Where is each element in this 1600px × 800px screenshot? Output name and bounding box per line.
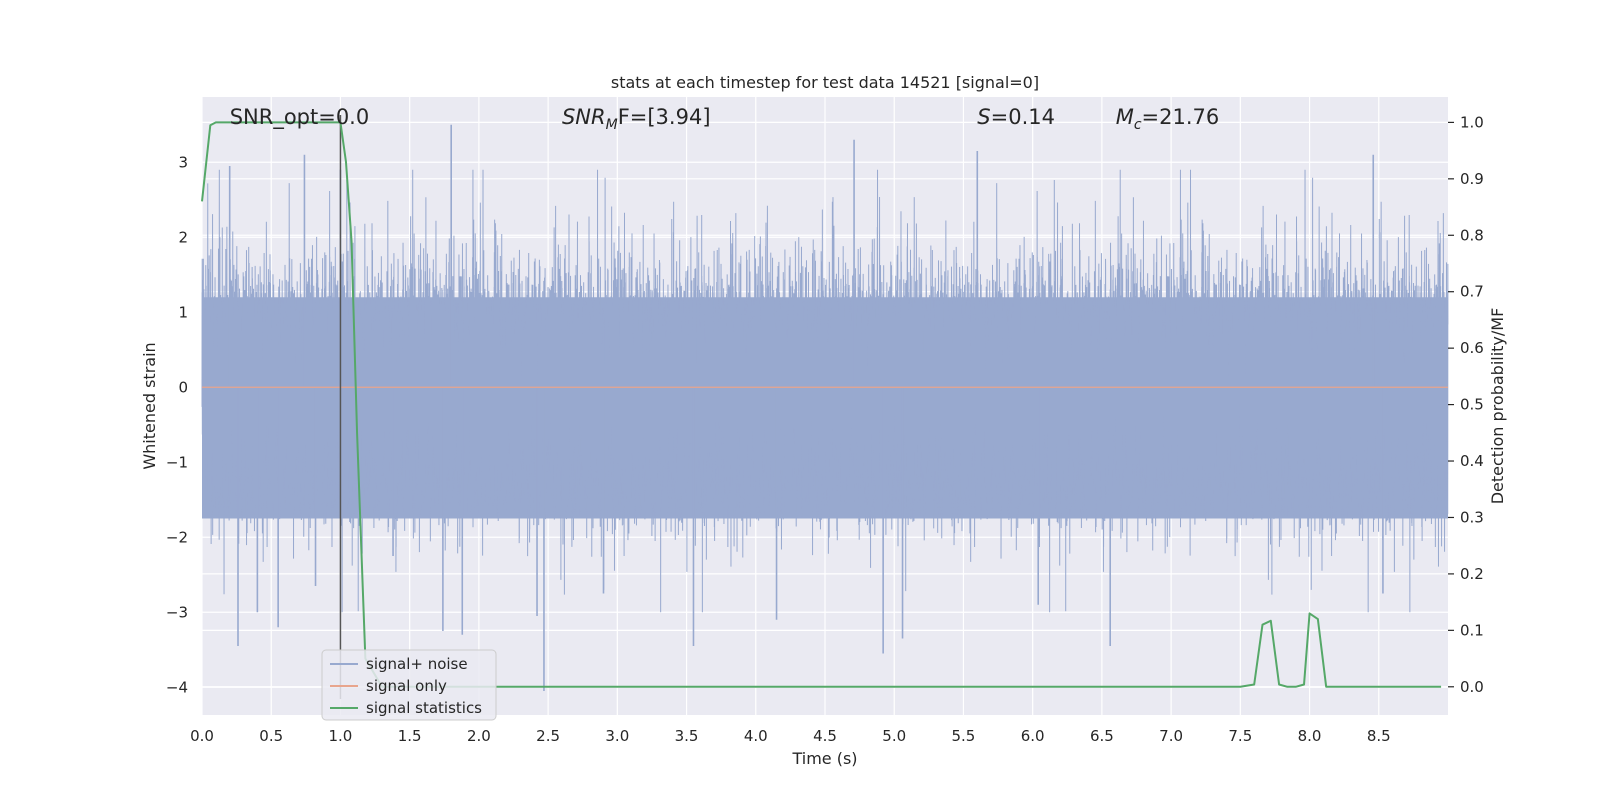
x-tick-label-2: 1.0 bbox=[329, 727, 353, 745]
y-right-tick-label-0: 1.0 bbox=[1460, 113, 1484, 131]
x-tick-label-0: 0.0 bbox=[190, 727, 214, 745]
x-tick-label-10: 5.0 bbox=[882, 727, 906, 745]
legend-label-1: signal only bbox=[366, 677, 447, 695]
x-axis-label: Time (s) bbox=[791, 749, 857, 768]
y-right-tick-label-8: 0.2 bbox=[1460, 565, 1484, 583]
y-right-tick-label-5: 0.5 bbox=[1460, 396, 1484, 414]
legend-label-2: signal statistics bbox=[366, 699, 482, 717]
legend-label-0: signal+ noise bbox=[366, 655, 468, 673]
annotations: SNR_opt=0.0 SNRMF=[3.94] S=0.14 Mc=21.76 bbox=[230, 105, 1220, 133]
y-left-tick-label-3: 0 bbox=[178, 378, 188, 396]
y-right-tick-label-4: 0.6 bbox=[1460, 339, 1484, 357]
annotation-2: S=0.14 bbox=[977, 105, 1055, 129]
y-left-tick-label-5: −2 bbox=[166, 528, 188, 546]
y-right-tick-label-3: 0.7 bbox=[1460, 283, 1484, 301]
y-right-tick-label-6: 0.4 bbox=[1460, 452, 1484, 470]
legend-box bbox=[321, 649, 497, 721]
y-left-tick-label-4: −1 bbox=[166, 453, 188, 471]
y-left-axis-ticks: 3 2 1 0 −1 −2 −3 −4 bbox=[166, 153, 188, 696]
x-tick-label-7: 3.5 bbox=[675, 727, 699, 745]
y-left-tick-label-7: −4 bbox=[166, 678, 188, 696]
y-axis-label-right: Detection probability/MF bbox=[1488, 308, 1507, 505]
x-tick-label-13: 6.5 bbox=[1090, 727, 1114, 745]
y-axis-label-left: Whitened strain bbox=[140, 342, 159, 469]
chart-title: stats at each timestep for test data 145… bbox=[611, 73, 1039, 92]
x-tick-label-15: 7.5 bbox=[1228, 727, 1252, 745]
y-right-axis-ticks: 1.0 0.9 0.8 0.7 0.6 0.5 0.4 0.3 0.2 0.1 0.0 bbox=[1448, 113, 1484, 696]
x-axis-ticks: 0.0 0.5 1.0 1.5 2.0 2.5 3.0 3.5 4.0 4.5 5.0 5.5 6.0 6… bbox=[190, 727, 1391, 745]
y-right-tick-label-1: 0.9 bbox=[1460, 170, 1484, 188]
series-line-signal-noise bbox=[201, 169, 1449, 613]
x-tick-label-3: 1.5 bbox=[398, 727, 422, 745]
y-left-tick-label-1: 2 bbox=[178, 228, 188, 246]
noise-series bbox=[201, 124, 1449, 691]
y-right-tick-label-9: 0.1 bbox=[1460, 621, 1484, 639]
annotation-3: Mc=21.76 bbox=[1116, 105, 1220, 133]
y-right-tick-label-7: 0.3 bbox=[1460, 508, 1484, 526]
legend: signal+ noise signal only signal statistic… bbox=[321, 649, 497, 721]
x-tick-label-5: 2.5 bbox=[536, 727, 560, 745]
line-series bbox=[201, 115, 1448, 699]
x-tick-label-11: 5.5 bbox=[952, 727, 976, 745]
x-tick-label-6: 3.0 bbox=[605, 727, 629, 745]
y-left-tick-label-6: −3 bbox=[166, 603, 188, 621]
x-tick-label-1: 0.5 bbox=[259, 727, 283, 745]
y-left-tick-label-2: 1 bbox=[178, 303, 188, 321]
series-line-signal-statistics bbox=[201, 121, 1442, 688]
x-tick-label-9: 4.5 bbox=[813, 727, 837, 745]
x-tick-label-4: 2.0 bbox=[467, 727, 491, 745]
y-right-tick-label-10: 0.0 bbox=[1460, 678, 1484, 696]
annotation-0: SNR_opt=0.0 bbox=[230, 105, 370, 130]
y-right-tick-label-2: 0.8 bbox=[1460, 226, 1484, 244]
y-left-tick-label-0: 3 bbox=[178, 153, 188, 171]
x-tick-label-16: 8.0 bbox=[1298, 727, 1322, 745]
x-tick-label-12: 6.0 bbox=[1021, 727, 1045, 745]
x-tick-label-17: 8.5 bbox=[1367, 727, 1391, 745]
x-tick-label-14: 7.0 bbox=[1159, 727, 1183, 745]
x-tick-label-8: 4.0 bbox=[744, 727, 768, 745]
annotation-1: SNRMF=[3.94] bbox=[562, 105, 711, 133]
